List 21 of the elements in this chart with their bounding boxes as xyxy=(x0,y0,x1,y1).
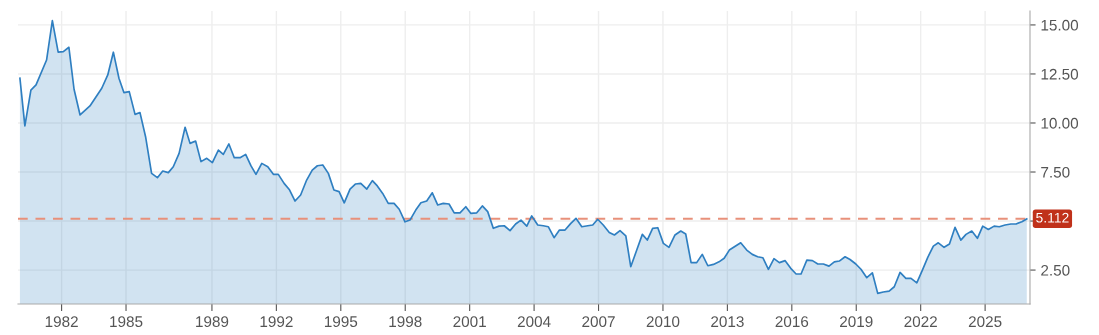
x-tick-label: 2010 xyxy=(646,316,680,328)
x-tick-label: 2013 xyxy=(711,316,744,328)
x-tick-label: 1992 xyxy=(260,316,293,328)
y-tick-label: 12.50 xyxy=(1041,68,1079,80)
y-tick-label: 10.00 xyxy=(1041,117,1079,129)
y-tick-label: 2.50 xyxy=(1041,264,1070,276)
x-tick-label: 2025 xyxy=(968,316,1002,328)
x-tick-label: 2001 xyxy=(453,316,486,328)
x-tick-label: 2007 xyxy=(582,316,615,328)
x-tick-label: 1985 xyxy=(110,316,143,328)
x-tick-label: 2022 xyxy=(904,316,937,328)
x-tick-label: 1995 xyxy=(324,316,358,328)
x-tick-label: 1982 xyxy=(45,316,78,328)
x-tick-label: 2016 xyxy=(775,316,809,328)
x-tick-label: 1998 xyxy=(389,316,422,328)
x-tick-label: 1989 xyxy=(196,316,229,328)
x-tick-label: 2019 xyxy=(840,316,873,328)
y-tick-label: 15.00 xyxy=(1041,19,1079,31)
x-tick-label: 2004 xyxy=(517,316,551,328)
y-tick-label: 7.50 xyxy=(1041,166,1070,178)
ref-line-label: 5.112 xyxy=(1036,212,1069,223)
